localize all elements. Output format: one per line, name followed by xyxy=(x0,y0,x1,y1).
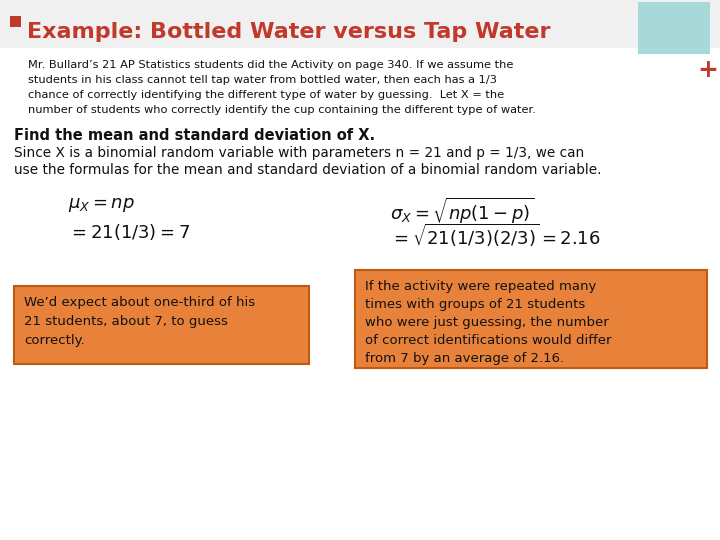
Bar xyxy=(638,2,710,54)
Text: from 7 by an average of 2.16.: from 7 by an average of 2.16. xyxy=(365,352,564,365)
Text: times with groups of 21 students: times with groups of 21 students xyxy=(365,298,585,311)
Text: Find the mean and standard deviation of X.: Find the mean and standard deviation of … xyxy=(14,128,375,143)
Bar xyxy=(355,270,707,368)
Text: Mr. Bullard’s 21 AP Statistics students did the Activity on page 340. If we assu: Mr. Bullard’s 21 AP Statistics students … xyxy=(28,60,513,70)
Text: 21 students, about 7, to guess: 21 students, about 7, to guess xyxy=(24,315,228,328)
Text: students in his class cannot tell tap water from bottled water, then each has a : students in his class cannot tell tap wa… xyxy=(28,75,497,85)
Text: $\sigma_X = \sqrt{np(1-p)}$: $\sigma_X = \sqrt{np(1-p)}$ xyxy=(390,196,534,226)
Text: $= \sqrt{21(1/3)(2/3)} = 2.16$: $= \sqrt{21(1/3)(2/3)} = 2.16$ xyxy=(390,222,600,249)
Text: chance of correctly identifying the different type of water by guessing.  Let X : chance of correctly identifying the diff… xyxy=(28,90,504,100)
Text: +: + xyxy=(697,58,718,82)
Bar xyxy=(10,16,21,27)
Text: Since X is a binomial random variable with parameters n = 21 and p = 1/3, we can: Since X is a binomial random variable wi… xyxy=(14,146,584,160)
Text: number of students who correctly identify the cup containing the different type : number of students who correctly identif… xyxy=(28,105,536,115)
Text: $= 21(1/3) = 7$: $= 21(1/3) = 7$ xyxy=(68,222,190,242)
Text: use the formulas for the mean and standard deviation of a binomial random variab: use the formulas for the mean and standa… xyxy=(14,163,601,177)
Text: who were just guessing, the number: who were just guessing, the number xyxy=(365,316,608,329)
Text: Example: Bottled Water versus Tap Water: Example: Bottled Water versus Tap Water xyxy=(27,22,551,42)
Bar xyxy=(14,286,309,364)
Text: If the activity were repeated many: If the activity were repeated many xyxy=(365,280,596,293)
Bar xyxy=(0,0,720,48)
Text: We’d expect about one-third of his: We’d expect about one-third of his xyxy=(24,296,255,309)
Text: of correct identifications would differ: of correct identifications would differ xyxy=(365,334,611,347)
Text: correctly.: correctly. xyxy=(24,334,85,347)
Text: $\mu_X = np$: $\mu_X = np$ xyxy=(68,196,135,214)
